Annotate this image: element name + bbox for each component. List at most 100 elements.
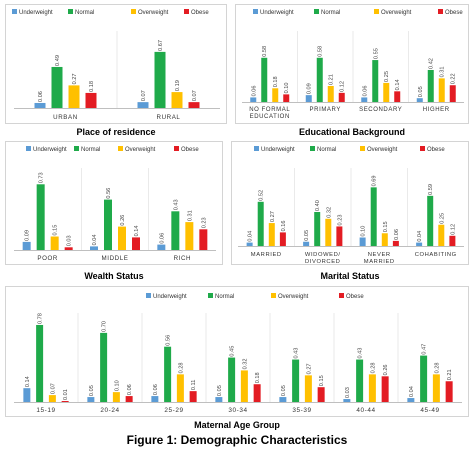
category-label-rich: RICH — [174, 255, 192, 262]
data-label-15-19-underweight: 0.14 — [25, 376, 31, 387]
data-label-cohabiting-obese: 0.12 — [450, 224, 456, 235]
legend-label-underweight: Underweight — [260, 10, 294, 16]
bar-secondary-normal — [372, 60, 379, 102]
chart-title-age: Maternal Age Group — [194, 420, 280, 430]
legend-label-normal: Normal — [81, 147, 100, 153]
bar-poor-overweight — [50, 236, 59, 250]
chart-title-residence: Place of residence — [76, 127, 156, 137]
bar-15-19-overweight — [48, 395, 56, 402]
legend-swatch-overweight — [118, 146, 123, 151]
bar-higher-underweight — [416, 98, 423, 102]
data-label-secondary-underweight: 0.06 — [362, 86, 368, 97]
data-label-35-39-underweight: 0.05 — [281, 385, 287, 396]
data-label-poor-obese: 0.03 — [67, 235, 73, 246]
bar-middle-obese — [132, 237, 140, 250]
data-label-higher-normal: 0.42 — [429, 58, 435, 69]
data-label-rich-underweight: 0.06 — [159, 233, 165, 244]
data-label-20-24-normal: 0.70 — [102, 321, 108, 332]
data-label-45-49-obese: 0.21 — [447, 369, 453, 380]
legend-label-overweight: Overweight — [381, 10, 412, 16]
data-label-40-44-underweight: 0.03 — [345, 387, 351, 398]
chart-title-marital: Marital Status — [320, 271, 380, 281]
legend: Underweight Normal Overweight Obese — [253, 9, 463, 16]
bar-secondary-obese — [394, 91, 401, 102]
bar-40-44-obese — [381, 376, 389, 402]
bar-15-19-obese — [61, 401, 69, 402]
data-label-45-49-normal: 0.47 — [422, 344, 428, 355]
data-label-primary-obese: 0.12 — [340, 81, 346, 92]
data-label-25-29-overweight: 0.28 — [178, 362, 184, 373]
category-label-30-34: 30-34 — [228, 407, 247, 414]
data-label-never-married-underweight: 0.10 — [361, 226, 367, 237]
legend-label-overweight: Overweight — [138, 10, 169, 16]
bar-20-24-obese — [125, 396, 133, 402]
category-label-never-married: NEVER MARRIED — [364, 252, 395, 265]
bar-15-19-underweight — [23, 388, 31, 402]
data-label-35-39-obese: 0.15 — [319, 375, 325, 386]
legend-label-normal: Normal — [215, 294, 234, 300]
legend: Underweight Normal Overweight Obese — [146, 293, 364, 300]
legend-swatch-overweight — [374, 9, 379, 14]
data-label-20-24-overweight: 0.10 — [114, 380, 120, 391]
legend-swatch-obese — [184, 9, 189, 14]
bar-cohabiting-normal — [427, 195, 434, 246]
bar-married-underweight — [246, 242, 253, 246]
bar-widowed-divorced-normal — [314, 212, 321, 246]
legend-label-underweight: Underweight — [19, 10, 53, 16]
bar-secondary-underweight — [361, 97, 368, 102]
bar-45-49-obese — [445, 381, 453, 402]
bar-no-formal-education-overweight — [272, 88, 279, 102]
bar-rich-overweight — [185, 222, 194, 250]
legend-swatch-obese — [438, 9, 443, 14]
data-label-poor-overweight: 0.15 — [53, 225, 59, 236]
bar-no-formal-education-obese — [283, 94, 290, 102]
data-label-rich-overweight: 0.31 — [187, 210, 193, 221]
data-label-30-34-underweight: 0.05 — [217, 385, 223, 396]
data-label-middle-obese: 0.14 — [134, 226, 140, 237]
data-label-secondary-normal: 0.55 — [373, 48, 379, 59]
category-label-no-formal-education: NO FORMAL EDUCATION — [249, 107, 290, 120]
bar-rural-overweight — [171, 92, 183, 108]
bar-primary-obese — [338, 92, 345, 102]
data-label-rural-normal: 0.67 — [158, 40, 164, 51]
bar-never-married-underweight — [359, 237, 366, 246]
legend-label-underweight: Underweight — [153, 294, 187, 300]
bar-no-formal-education-normal — [261, 57, 268, 102]
data-label-married-underweight: 0.04 — [248, 231, 254, 242]
data-label-40-44-obese: 0.26 — [383, 364, 389, 375]
chart-panel-education: Underweight Normal Overweight Obese 0.06 0.58… — [235, 4, 469, 124]
data-label-poor-underweight: 0.09 — [25, 230, 31, 241]
category-label-urban: URBAN — [53, 114, 78, 121]
bar-primary-normal — [316, 57, 323, 102]
bar-45-49-overweight — [432, 374, 440, 402]
data-label-no-formal-education-underweight: 0.06 — [251, 86, 257, 97]
bar-30-34-overweight — [240, 370, 248, 402]
legend-swatch-underweight — [26, 146, 31, 151]
bar-poor-obese — [64, 247, 73, 250]
data-label-cohabiting-normal: 0.59 — [428, 184, 434, 195]
legend-swatch-underweight — [254, 146, 259, 151]
data-label-30-34-normal: 0.45 — [230, 346, 236, 357]
data-label-15-19-obese: 0.01 — [63, 389, 69, 400]
data-label-20-24-obese: 0.06 — [127, 384, 133, 395]
data-label-never-married-obese: 0.06 — [394, 229, 400, 240]
legend-label-overweight: Overweight — [367, 147, 398, 153]
legend-label-underweight: Underweight — [261, 147, 295, 153]
bar-no-formal-education-underweight — [250, 97, 257, 102]
category-label-secondary: SECONDARY — [359, 107, 402, 113]
legend-swatch-overweight — [360, 146, 365, 151]
legend-label-overweight: Overweight — [278, 294, 309, 300]
legend-swatch-normal — [74, 146, 79, 151]
bar-35-39-obese — [317, 387, 325, 402]
bar-widowed-divorced-overweight — [325, 218, 332, 246]
legend-label-obese: Obese — [427, 147, 445, 153]
data-label-secondary-overweight: 0.25 — [384, 71, 390, 82]
bar-cohabiting-obese — [449, 235, 456, 246]
chart-residence: Underweight Normal Overweight Obese 0.06 0.49… — [12, 9, 220, 121]
data-label-25-29-obese: 0.11 — [191, 380, 197, 390]
category-label-poor: POOR — [37, 255, 58, 262]
bar-urban-obese — [85, 92, 97, 108]
bar-higher-overweight — [438, 78, 445, 102]
bar-poor-underweight — [22, 241, 31, 250]
bar-secondary-overweight — [383, 82, 390, 102]
